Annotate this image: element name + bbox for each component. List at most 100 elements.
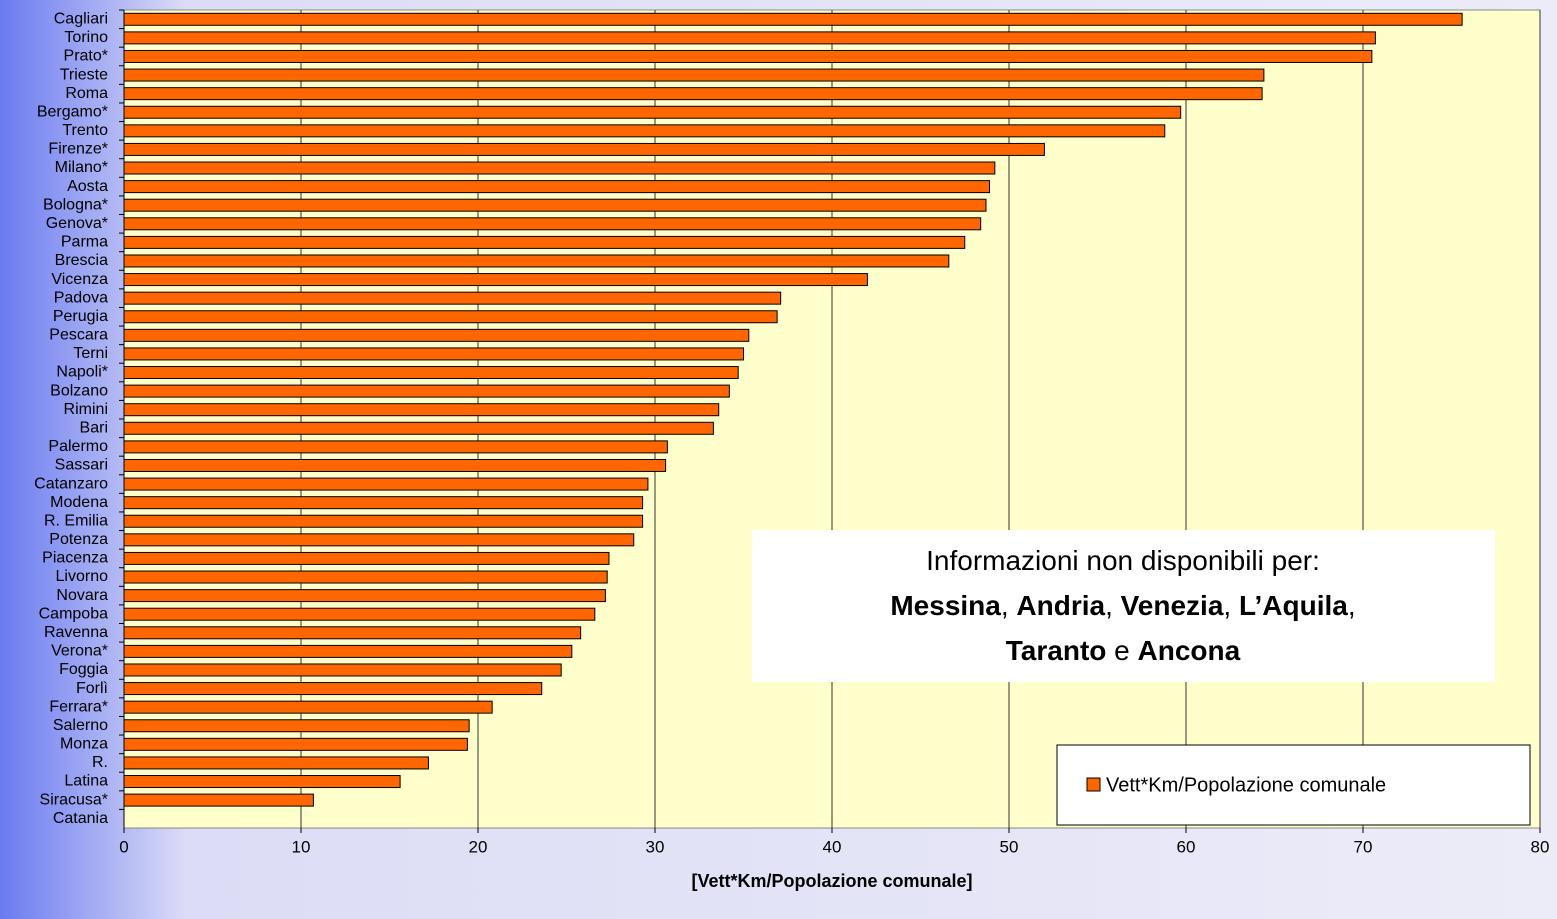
y-tick-label: Salerno: [53, 717, 108, 734]
y-tick-label: Napoli*: [56, 364, 108, 381]
annotation-text: Messina: [890, 590, 1001, 621]
y-tick-label: Trieste: [60, 66, 108, 83]
y-tick-label: Padova: [54, 289, 108, 306]
x-tick-label: 0: [119, 837, 128, 856]
y-tick-label: Potenza: [49, 531, 108, 548]
y-tick-label: Campoba: [39, 605, 108, 622]
y-tick-label: Verona*: [51, 643, 108, 660]
y-tick-label: Roma: [65, 85, 108, 102]
annotation-text: Andria: [1016, 590, 1105, 621]
annotation-line: Informazioni non disponibili per:: [926, 545, 1320, 576]
bar: [123, 124, 1166, 138]
y-tick-label: Prato*: [64, 48, 108, 65]
annotation-text: Informazioni non disponibili per:: [926, 545, 1320, 576]
bar: [123, 589, 606, 603]
annotation-text: ,: [1001, 590, 1017, 621]
bar: [123, 626, 582, 640]
bar: [123, 12, 1463, 26]
y-tick-label: Siracusa*: [40, 791, 108, 808]
bar: [123, 366, 739, 380]
bar: [123, 328, 750, 342]
annotation-text: ,: [1105, 590, 1121, 621]
bar: [123, 254, 950, 268]
y-tick-label: Perugia: [53, 308, 108, 325]
bar: [123, 105, 1182, 119]
bar: [123, 235, 966, 249]
bar: [123, 570, 608, 584]
legend-swatch: [1086, 777, 1101, 792]
y-tick-label: Trento: [62, 122, 108, 139]
y-tick-label: Catania: [53, 810, 108, 827]
x-tick-label: 50: [1000, 837, 1019, 856]
bar: [123, 273, 868, 287]
annotation-text: Taranto: [1006, 635, 1107, 666]
y-tick-label: Palermo: [48, 438, 108, 455]
legend-box: [1056, 744, 1531, 826]
bar: [123, 477, 649, 491]
y-tick-label: Rimini: [64, 401, 108, 418]
bar: [123, 384, 730, 398]
y-tick-label: Catanzaro: [34, 475, 108, 492]
bar: [123, 663, 562, 677]
y-tick-label: Novara: [56, 587, 108, 604]
y-tick-label: Cagliari: [54, 11, 108, 28]
y-tick-label: Foggia: [59, 661, 108, 678]
annotation-text: Ancona: [1138, 635, 1241, 666]
y-tick-label: Terni: [73, 345, 108, 362]
bar: [123, 421, 714, 435]
annotation-text: e: [1106, 635, 1137, 666]
bar: [123, 347, 744, 361]
bar: [123, 700, 493, 714]
y-tick-label: Modena: [50, 494, 108, 511]
y-tick-label: R. Emilia: [44, 512, 108, 529]
x-tick-label: 40: [823, 837, 842, 856]
x-axis-title: [Vett*Km/Popolazione comunale]: [691, 871, 972, 891]
y-tick-label: Ferrara*: [49, 698, 108, 715]
y-tick-label: Milano*: [55, 159, 108, 176]
bar: [123, 533, 635, 547]
annotation-line: Messina, Andria, Venezia, L’Aquila,: [890, 590, 1355, 621]
y-tick-label: Vicenza: [51, 271, 108, 288]
annotation-box: [752, 530, 1495, 682]
bar: [123, 719, 470, 733]
y-tick-label: Bergamo*: [37, 103, 108, 120]
bar: [123, 31, 1376, 45]
bar: [123, 496, 644, 510]
bar: [123, 217, 982, 231]
annotation-line: Taranto e Ancona: [1006, 635, 1241, 666]
y-tick-label: Ravenna: [44, 624, 108, 641]
y-tick-label: Bari: [80, 420, 108, 437]
y-tick-label: Bologna*: [43, 196, 108, 213]
bar: [123, 403, 720, 417]
bar: [123, 458, 667, 472]
y-tick-label: Aosta: [67, 178, 108, 195]
bar: [123, 775, 401, 789]
bar: [123, 291, 782, 305]
x-tick-label: 30: [646, 837, 665, 856]
y-tick-label: Piacenza: [42, 550, 108, 567]
bar: [123, 161, 996, 175]
bar: [123, 198, 987, 212]
y-tick-label: Torino: [64, 29, 108, 46]
bar: [123, 682, 543, 696]
annotation-text: L’Aquila: [1239, 590, 1348, 621]
bar: [123, 142, 1045, 156]
bar: [123, 87, 1263, 101]
bar: [123, 310, 778, 324]
y-tick-label: Livorno: [56, 568, 109, 585]
bar: [123, 756, 429, 770]
x-tick-label: 20: [469, 837, 488, 856]
y-tick-label: Forlì: [76, 680, 108, 697]
annotation-text: Venezia: [1121, 590, 1224, 621]
y-tick-label: Parma: [61, 234, 108, 251]
bar: [123, 644, 573, 658]
y-tick-label: Genova*: [46, 215, 108, 232]
bar: [123, 793, 314, 807]
x-tick-label: 70: [1354, 837, 1373, 856]
y-tick-label: Pescara: [49, 327, 108, 344]
x-tick-label: 80: [1531, 837, 1550, 856]
y-tick-label: Monza: [60, 736, 108, 753]
annotation-text: ,: [1223, 590, 1239, 621]
